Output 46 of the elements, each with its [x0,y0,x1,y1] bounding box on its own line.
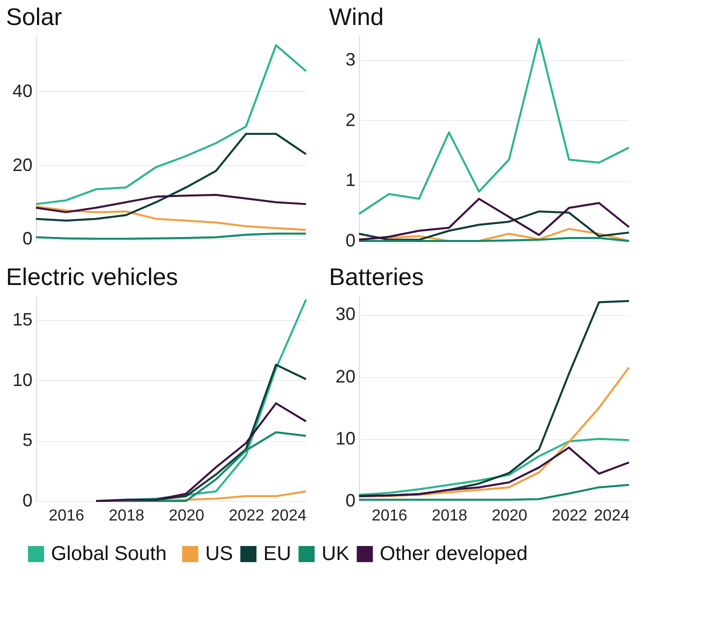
x-tick-label: 2016 [372,508,408,524]
y-tick-label: 1 [345,170,356,190]
y-tick-label: 3 [345,50,356,70]
y-tick-label: 0 [345,490,356,510]
x-tick-label: 2022 [552,508,588,524]
line-series [35,132,307,222]
line-series [95,402,307,502]
x-tick-label: 2018 [108,508,144,524]
x-tick-label: 2016 [48,508,84,524]
y-tick-label: 0 [22,490,32,510]
y-tick-label: 30 [335,304,356,324]
x-tick-label: 2024 [594,508,630,524]
x-tick-label: 2020 [492,508,528,524]
line-series [35,206,307,231]
y-tick-label: 40 [12,80,32,101]
y-tick-label: 20 [12,154,32,175]
chart-title: Batteries [329,264,424,291]
chart-title: Wind [329,4,384,31]
y-tick-label: 0 [22,228,32,249]
x-tick-label: 2024 [270,508,307,524]
y-tick-label: 20 [335,366,356,386]
chart-title: Solar [6,4,62,31]
y-tick-label: 5 [22,430,32,450]
line-series [35,194,307,214]
line-series [358,210,630,241]
line-series [358,366,630,498]
line-series [35,44,307,206]
y-tick-label: 0 [345,230,356,250]
legend-label: Global South [51,543,167,565]
legend-label: Other developed [380,543,528,565]
line-series [358,438,630,496]
line-series [358,446,630,498]
y-tick-label: 10 [12,370,32,390]
legend-label: EU [263,543,292,565]
y-tick-label: 15 [12,310,32,330]
y-tick-label: 10 [335,428,356,448]
chart-title: Electric vehicles [6,264,178,291]
line-series [358,198,630,241]
x-tick-label: 2018 [432,508,468,524]
legend-label: US [205,543,233,565]
y-tick-label: 2 [345,110,356,130]
legend-label: UK [322,543,350,565]
x-tick-label: 2020 [168,508,204,524]
line-series [358,38,630,215]
line-series [358,484,630,501]
x-tick-label: 2022 [228,508,264,524]
